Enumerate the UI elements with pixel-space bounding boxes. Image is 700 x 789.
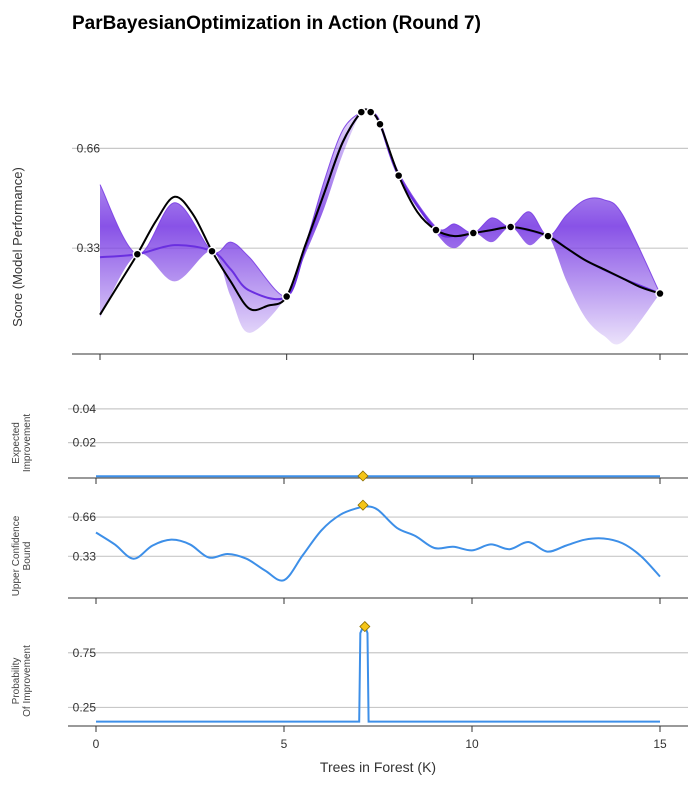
observed-point [431, 225, 441, 235]
chart-title: ParBayesianOptimization in Action (Round… [72, 13, 481, 34]
y-axis-label-line: Expected [11, 422, 22, 464]
observed-point [505, 222, 516, 232]
observed-point [393, 170, 404, 181]
true-function-line [99, 108, 661, 316]
y-tick-label: 0.33 [73, 549, 97, 563]
y-axis-label-line: Probability [11, 658, 22, 705]
score-panel: 0.33 0.66 Score (Model Performance) [10, 107, 688, 360]
observed-point [356, 107, 367, 117]
x-axis-label: Trees in Forest (K) [320, 759, 436, 775]
upper-confidence-bound-panel: 0.33 0.66 Upper Confidence Bound [11, 499, 688, 604]
observed-point [468, 228, 479, 238]
ucb-line [95, 505, 661, 582]
expected-improvement-panel: 0.02 0.04 Expected Improvement [11, 402, 688, 484]
y-tick-label: 0.04 [73, 402, 97, 416]
y-tick-label: 0.66 [77, 141, 101, 155]
x-tick-label: 0 [93, 737, 100, 751]
observed-point [365, 107, 376, 117]
y-tick-label: 0.66 [73, 510, 97, 524]
observed-point [375, 119, 385, 129]
observed-point [281, 291, 292, 302]
observed-point [207, 246, 217, 256]
x-tick-label: 10 [465, 737, 479, 751]
next-point-marker [359, 620, 371, 633]
y-tick-label: 0.75 [73, 646, 97, 660]
y-axis-label-line: Of Improvement [22, 645, 33, 717]
y-tick-label: 0.33 [77, 241, 101, 255]
probability-of-improvement-panel: 0.25 0.75 Probability Of Improvement [11, 620, 688, 732]
observed-point [655, 288, 665, 299]
y-tick-label: 0.25 [73, 700, 97, 714]
x-axis: 0 5 10 15 [93, 737, 667, 751]
observed-point [132, 249, 143, 259]
next-point-marker [357, 470, 369, 482]
y-axis-label: Score (Model Performance) [10, 167, 25, 327]
x-tick-label: 15 [653, 737, 667, 751]
y-axis-label-line: Bound [22, 542, 33, 571]
x-tick-label: 5 [281, 737, 288, 751]
observed-point [543, 231, 553, 241]
y-tick-label: 0.02 [73, 436, 97, 450]
next-point-marker [357, 499, 369, 511]
y-axis-label-line: Upper Confidence [11, 515, 22, 596]
uncertainty-band [100, 108, 660, 345]
y-axis-label-line: Improvement [22, 414, 33, 473]
